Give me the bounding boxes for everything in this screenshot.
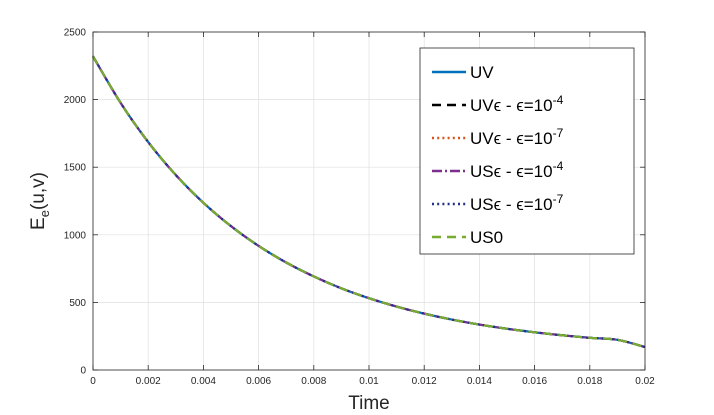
- x-tick-label: 0: [90, 376, 96, 387]
- legend-entry-6: US0: [432, 228, 503, 247]
- legend-label-eps: ϵ - ϵ=10: [494, 195, 553, 214]
- tick-labels: 0 0.002 0.004 0.006 0.008 0.01 0.012 0.014 0.016…: [64, 28, 655, 388]
- x-tick-label: 0.006: [246, 376, 271, 387]
- legend-label-eps: ϵ - ϵ=10: [494, 96, 553, 115]
- legend-entry-1: UV: [432, 63, 494, 82]
- legend-entry-3: UVϵ - ϵ=10-7: [432, 126, 564, 148]
- legend-label-sup: -4: [553, 93, 564, 107]
- legend-label-main: US: [470, 162, 494, 181]
- legend-entry-5: USϵ - ϵ=10-7: [432, 192, 564, 214]
- x-tick-label: 0.01: [359, 376, 379, 387]
- y-tick-label: 2000: [64, 95, 87, 106]
- x-tick-label: 0.018: [577, 376, 602, 387]
- x-tick-label: 0.002: [136, 376, 161, 387]
- y-axis-label-sub: e: [37, 210, 52, 217]
- legend-label-main: UV: [470, 63, 494, 82]
- legend-label-sup: -7: [553, 192, 564, 206]
- x-tick-label: 0.004: [191, 376, 216, 387]
- legend-label: UVϵ - ϵ=10-4: [470, 93, 564, 115]
- legend-label: UV: [470, 63, 494, 82]
- x-tick-label: 0.016: [522, 376, 547, 387]
- legend-entry-2: UVϵ - ϵ=10-4: [432, 93, 564, 115]
- x-tick-label: 0.012: [412, 376, 437, 387]
- series-line-6: [92, 55, 646, 349]
- legend-label-sup: -7: [553, 126, 564, 140]
- legend-label-main: UV: [470, 96, 494, 115]
- y-tick-label: 500: [69, 298, 86, 309]
- y-tick-label: 1000: [64, 230, 87, 241]
- legend-label: UVϵ - ϵ=10-7: [470, 126, 564, 148]
- legend-label-eps: ϵ - ϵ=10: [494, 129, 553, 148]
- legend-label: USϵ - ϵ=10-4: [470, 159, 564, 181]
- series-layer: [92, 55, 646, 349]
- legend-label-main: US: [470, 195, 494, 214]
- legend-entry-4: USϵ - ϵ=10-4: [432, 159, 564, 181]
- x-tick-label: 0.014: [467, 376, 492, 387]
- y-tick-label: 2500: [64, 28, 87, 39]
- x-tick-label: 0.008: [301, 376, 326, 387]
- y-tick-label: 0: [80, 366, 86, 377]
- legend-box: [419, 47, 635, 255]
- x-axis-label: Time: [348, 393, 390, 414]
- y-axis-label-main: E: [28, 217, 49, 230]
- series-line-4: [92, 55, 646, 349]
- svg-text:Ee(u,v): Ee(u,v): [28, 172, 52, 230]
- legend-label-sup: -4: [553, 159, 564, 173]
- y-axis-label-args: (u,v): [28, 172, 49, 210]
- y-axis-label: Ee(u,v): [28, 172, 52, 230]
- ticks: [92, 31, 646, 371]
- x-tick-label: 0.02: [635, 376, 655, 387]
- legend-label: US0: [470, 228, 503, 247]
- y-tick-label: 1500: [64, 163, 87, 174]
- legend-label-main: UV: [470, 129, 494, 148]
- legend-label: USϵ - ϵ=10-7: [470, 192, 564, 214]
- legend-label-eps: ϵ - ϵ=10: [494, 162, 553, 181]
- legend-label-main: US0: [470, 228, 503, 247]
